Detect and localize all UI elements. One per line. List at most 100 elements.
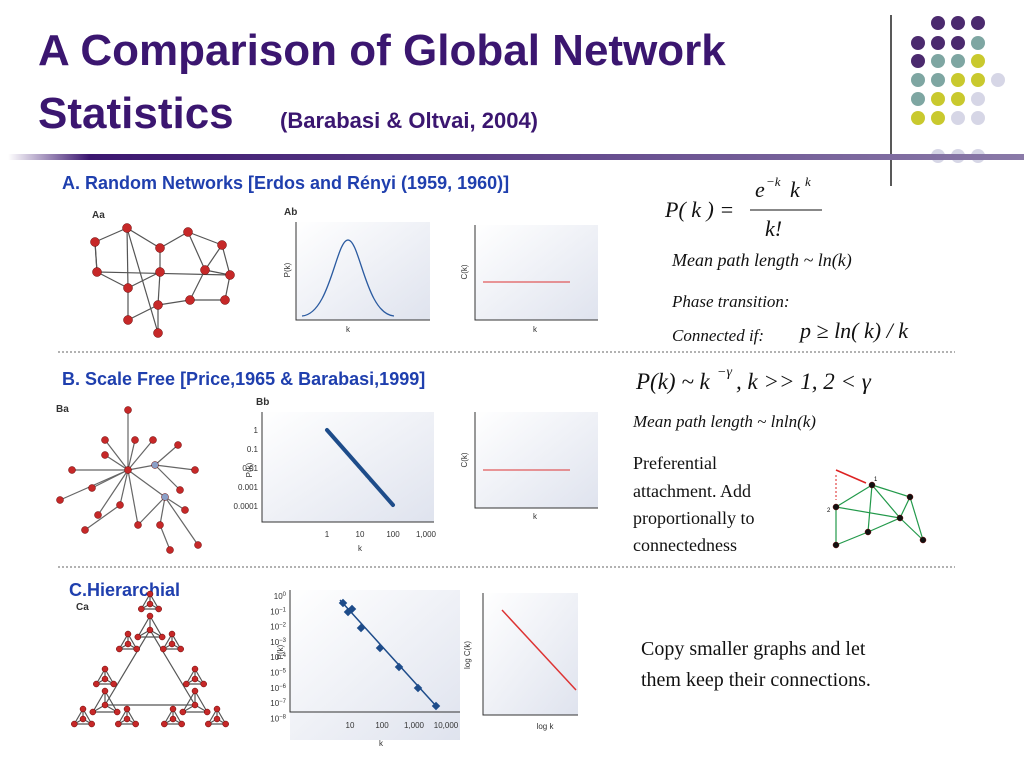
tick-exponent: −4 [279, 653, 287, 659]
edge [182, 690, 196, 713]
text-line: them keep their connections. [641, 669, 871, 691]
edge [164, 496, 186, 511]
section-heading: A. Random Networks [Erdos and Rényi (195… [62, 173, 509, 193]
axes [261, 412, 434, 523]
node [174, 441, 182, 449]
edge [94, 241, 98, 273]
dot [971, 73, 985, 87]
node [222, 720, 229, 728]
edge [871, 484, 911, 498]
text-line: proportionally to [633, 508, 754, 528]
node [194, 541, 202, 549]
node [161, 493, 169, 501]
y-tick-label: 10−4 [270, 653, 286, 662]
formula-part: k! [765, 216, 782, 241]
text-line: attachment. Add [633, 481, 751, 501]
edge [221, 244, 231, 276]
tick-base: 10 [270, 684, 279, 693]
node [181, 506, 189, 514]
dot [951, 92, 965, 106]
node [155, 267, 165, 277]
node [124, 640, 132, 648]
dot [911, 111, 925, 125]
node [217, 240, 227, 250]
tick-exponent: −3 [279, 638, 287, 644]
formula-part: k [805, 174, 811, 189]
axis-label: k [379, 739, 384, 748]
edge [137, 615, 151, 638]
dot [911, 36, 925, 50]
node [122, 223, 132, 233]
node [116, 645, 123, 653]
node [110, 680, 117, 688]
y-tick-label: 10−8 [270, 714, 286, 723]
dot [951, 36, 965, 50]
y-tick-label: 10−6 [270, 684, 286, 693]
edge [137, 496, 166, 526]
dot [931, 16, 945, 30]
citation: (Barabasi & Oltvai, 2004) [280, 108, 538, 133]
network [71, 590, 229, 728]
tick-exponent: −5 [279, 669, 287, 675]
edge [127, 439, 154, 471]
formula: P(k) ~ k −γ , k >> 1, 2 < γ [635, 365, 872, 394]
edge [127, 439, 136, 471]
node [191, 687, 199, 695]
axis-label: P(k) [283, 262, 292, 277]
formula: P( k ) = e −k k k k! [664, 174, 822, 241]
axes [482, 593, 578, 716]
node [153, 300, 163, 310]
edge [154, 444, 179, 466]
x-tick-label: 10 [346, 721, 355, 730]
panel-label: Ab [284, 207, 297, 218]
dot [911, 92, 925, 106]
edge [154, 464, 181, 491]
node [191, 701, 199, 709]
node [124, 630, 132, 638]
plot-bg [290, 590, 460, 740]
axis-label: P(k) [276, 644, 285, 659]
tick-base: 10 [270, 669, 279, 678]
curve [301, 239, 395, 317]
dot [971, 111, 985, 125]
node-label: 1 [874, 477, 878, 483]
node [177, 645, 184, 653]
node [101, 436, 109, 444]
node [183, 227, 193, 237]
node [79, 715, 87, 723]
x-tick-label: 1,000 [404, 721, 425, 730]
edge [204, 244, 223, 271]
node [191, 665, 199, 673]
dot [911, 73, 925, 87]
tick-base: 10 [270, 623, 279, 632]
node [225, 270, 235, 280]
y-tick-label: 0.1 [247, 445, 259, 454]
node [101, 701, 109, 709]
edge [835, 506, 901, 519]
node [131, 436, 139, 444]
dot [971, 92, 985, 106]
edge [127, 469, 139, 526]
dot [931, 54, 945, 68]
edge [126, 227, 161, 249]
dot [971, 36, 985, 50]
node [71, 720, 78, 728]
dot [931, 111, 945, 125]
node [146, 600, 154, 608]
node [93, 680, 100, 688]
axes [474, 225, 598, 321]
tick-base: 10 [270, 653, 279, 662]
node [166, 546, 174, 554]
axis-label: k [346, 325, 351, 334]
node [919, 536, 927, 544]
arrow [835, 469, 867, 484]
description: Preferential attachment. Add proportiona… [633, 453, 754, 555]
edge [899, 517, 924, 541]
tick-exponent: −2 [279, 623, 287, 629]
edge [164, 496, 199, 546]
node [191, 466, 199, 474]
axis-label: log k [537, 722, 555, 731]
tick-base: 10 [270, 699, 279, 708]
axis-label: C(k) [460, 264, 469, 279]
y-tick-label: 0.001 [238, 483, 259, 492]
